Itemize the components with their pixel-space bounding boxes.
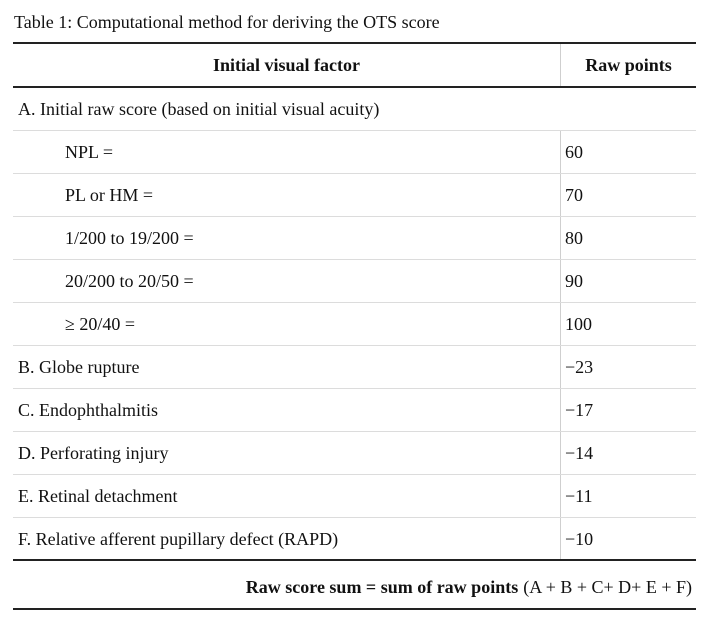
raw-score-formula: (A + B + C+ D+ E + F) <box>523 576 692 597</box>
table-header-row: Initial visual factor Raw points <box>13 44 696 88</box>
table-row: PL or HM = 70 <box>13 174 696 217</box>
factor-cell: 20/200 to 20/50 = <box>13 260 561 302</box>
table-row: C. Endophthalmitis −17 <box>13 389 696 432</box>
table-row: B. Globe rupture −23 <box>13 346 696 389</box>
points-cell: 60 <box>565 142 583 162</box>
factor-cell: D. Perforating injury <box>13 432 561 474</box>
factor-cell: ≥ 20/40 = <box>13 303 561 345</box>
points-cell: 90 <box>565 271 583 291</box>
points-cell: −23 <box>565 357 594 377</box>
table-row: D. Perforating injury −14 <box>13 432 696 475</box>
header-raw-points: Raw points <box>585 55 672 75</box>
points-cell: −10 <box>565 528 594 549</box>
table-row: 20/200 to 20/50 = 90 <box>13 260 696 303</box>
table-caption: Table 1: Computational method for derivi… <box>14 12 440 32</box>
points-cell: −14 <box>565 443 594 463</box>
factor-cell: PL or HM = <box>13 174 561 216</box>
factor-cell: 1/200 to 19/200 = <box>13 217 561 259</box>
points-cell: 70 <box>565 185 583 205</box>
table-row: NPL = 60 <box>13 131 696 174</box>
raw-score-sum-row: Raw score sum = sum of raw points (A + B… <box>13 566 696 610</box>
points-cell: 100 <box>565 314 592 334</box>
factor-cell: E. Retinal detachment <box>13 475 561 517</box>
factor-cell: F. Relative afferent pupillary defect (R… <box>13 518 561 559</box>
raw-score-sum-label: Raw score sum = sum of raw points <box>245 576 519 597</box>
table-row: 1/200 to 19/200 = 80 <box>13 217 696 260</box>
ots-score-table: Initial visual factor Raw points A. Init… <box>13 42 696 561</box>
header-initial-visual-factor: Initial visual factor <box>13 44 561 86</box>
factor-cell: B. Globe rupture <box>13 346 561 388</box>
points-cell: −17 <box>565 400 594 420</box>
factor-cell: C. Endophthalmitis <box>13 389 561 431</box>
section-a-row: A. Initial raw score (based on initial v… <box>13 88 696 131</box>
section-a-label: A. Initial raw score (based on initial v… <box>18 99 380 119</box>
table-row: F. Relative afferent pupillary defect (R… <box>13 518 696 561</box>
factor-cell: NPL = <box>13 131 561 173</box>
table-row: E. Retinal detachment −11 <box>13 475 696 518</box>
points-cell: 80 <box>565 228 583 248</box>
points-cell: −11 <box>565 486 593 506</box>
table-row: ≥ 20/40 = 100 <box>13 303 696 346</box>
